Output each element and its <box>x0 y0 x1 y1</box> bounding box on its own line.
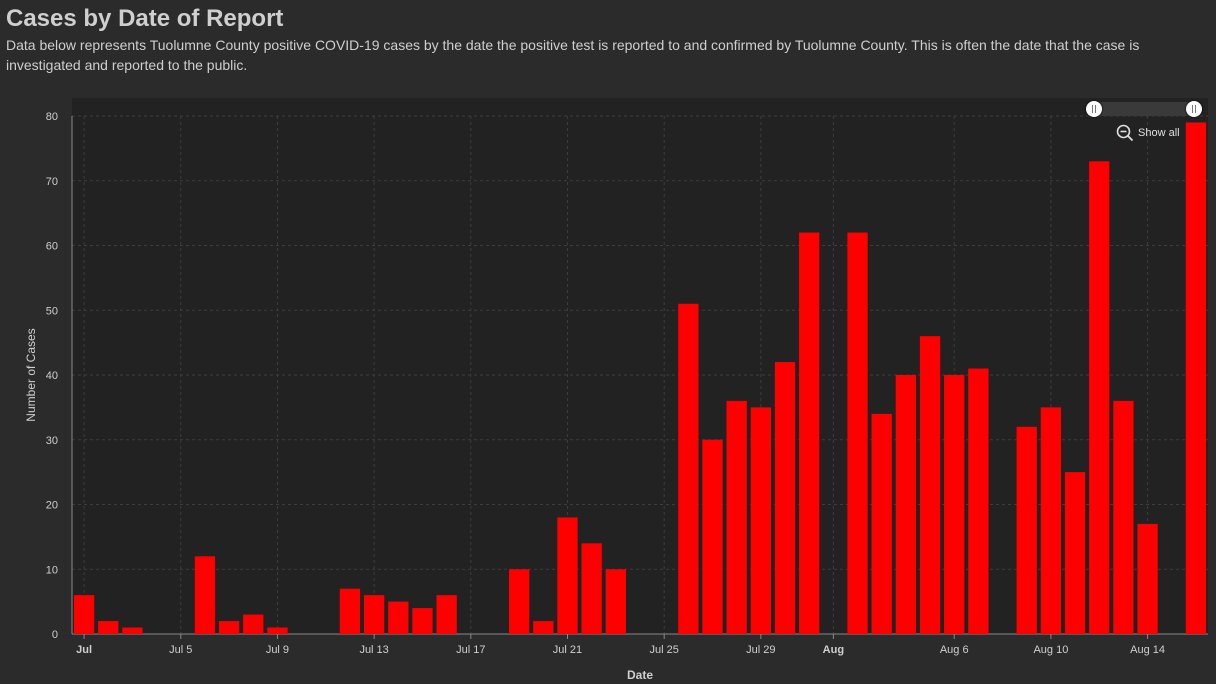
bar-jul-1 <box>73 595 95 634</box>
bar-jul-14 <box>388 601 409 634</box>
bar-aug-11 <box>1064 472 1086 634</box>
x-tick-label: Jul 13 <box>359 644 388 656</box>
bar-aug-9 <box>1016 426 1037 634</box>
y-tick-label: 0 <box>52 629 58 641</box>
bar-jul-6 <box>194 556 216 634</box>
x-tick-label: Jul <box>76 644 92 656</box>
bar-jul-2 <box>98 621 119 634</box>
bar-aug-6 <box>944 375 965 634</box>
show-all-button[interactable]: Show all <box>1116 123 1180 143</box>
bar-jul-12 <box>339 588 361 634</box>
x-tick-label: Jul 17 <box>456 644 485 656</box>
y-tick-label: 80 <box>46 111 58 123</box>
range-scrollbar[interactable] <box>1086 101 1202 117</box>
bar-jul-3 <box>122 627 143 634</box>
x-tick-label: Jul 29 <box>746 644 775 656</box>
range-start-grip[interactable] <box>1086 101 1102 117</box>
bar-jul-13 <box>363 595 385 634</box>
y-tick-label: 30 <box>46 435 58 447</box>
x-tick-label: Aug 6 <box>940 644 969 656</box>
y-tick-label: 70 <box>46 176 58 188</box>
bar-aug-10 <box>1040 407 1062 634</box>
bar-jul-23 <box>605 569 626 634</box>
bar-chart: 0 10 20 30 40 50 60 70 80 Jul Jul 5 Jul 9 Jul 13 Jul … <box>24 98 1208 682</box>
bar-jul-15 <box>412 608 433 634</box>
bar-jul-21 <box>557 517 578 634</box>
bar-jul-20 <box>533 621 554 634</box>
y-tick-label: 20 <box>46 500 58 512</box>
bar-aug-16 <box>1185 122 1207 634</box>
bar-jul-22 <box>581 543 602 634</box>
bar-aug-3 <box>871 413 892 634</box>
chart-container: 0 10 20 30 40 50 60 70 80 Jul Jul 5 Jul 9 Jul 13 Jul … <box>0 98 1216 684</box>
x-tick-label: Aug 14 <box>1130 644 1165 656</box>
bar-aug-7 <box>968 368 989 634</box>
x-tick-label: Jul 21 <box>553 644 582 656</box>
bar-jul-26 <box>678 303 699 634</box>
y-tick-label: 10 <box>46 564 58 576</box>
bar-jul-16 <box>436 595 457 634</box>
bar-aug-5 <box>919 336 941 634</box>
bar-jul-7 <box>218 621 240 634</box>
bar-jul-28 <box>726 400 747 634</box>
zoom-out-icon <box>1116 124 1134 142</box>
y-axis-title: Number of Cases <box>24 328 38 421</box>
bar-aug-14 <box>1137 523 1158 634</box>
bar-aug-12 <box>1089 161 1110 634</box>
bar-jul-29 <box>750 407 772 634</box>
bar-jul-27 <box>702 439 723 634</box>
x-tick-label: Aug <box>823 644 844 656</box>
chart-description: Data below represents Tuolumne County po… <box>6 37 1140 73</box>
bar-jul-19 <box>508 569 530 634</box>
bar-aug-2 <box>847 232 868 635</box>
plot-area <box>72 98 1208 634</box>
x-axis-title: Date <box>627 668 653 682</box>
bar-jul-30 <box>774 362 796 634</box>
x-tick-label: Jul 5 <box>169 644 192 656</box>
x-tick-label: Jul 9 <box>266 644 289 656</box>
show-all-label: Show all <box>1138 127 1180 139</box>
bar-jul-9 <box>267 627 288 634</box>
range-end-grip[interactable] <box>1186 101 1202 117</box>
bar-jul-31 <box>799 232 820 635</box>
chart-title: Cases by Date of Report <box>6 5 284 32</box>
bar-jul-8 <box>243 614 264 634</box>
y-tick-label: 40 <box>46 370 58 382</box>
y-tick-label: 50 <box>46 305 58 317</box>
x-tick-label: Jul 25 <box>649 644 678 656</box>
y-tick-label: 60 <box>46 241 58 253</box>
x-tick-label: Aug 10 <box>1033 644 1068 656</box>
bar-aug-13 <box>1113 400 1134 634</box>
bar-aug-4 <box>895 375 917 634</box>
